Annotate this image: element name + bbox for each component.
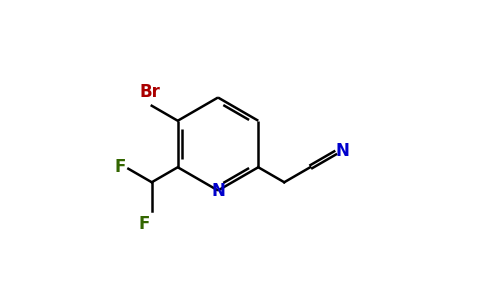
Text: N: N — [211, 182, 225, 200]
Text: Br: Br — [140, 83, 161, 101]
Text: F: F — [138, 215, 150, 233]
Text: N: N — [336, 142, 350, 160]
Text: F: F — [114, 158, 126, 176]
